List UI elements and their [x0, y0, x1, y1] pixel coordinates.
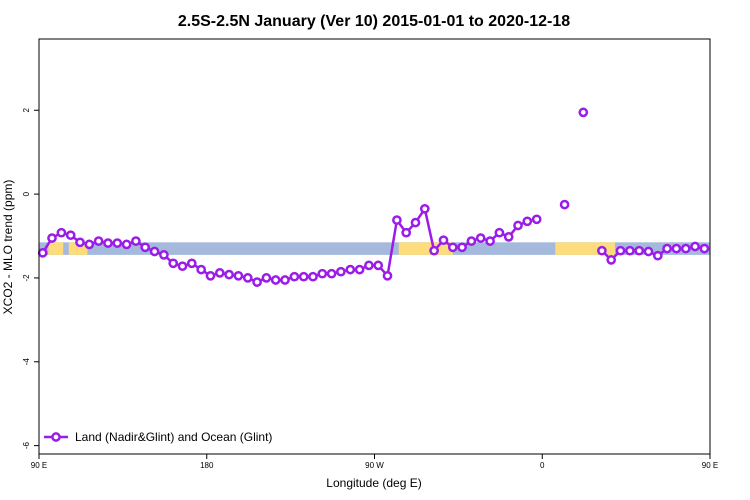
data-point	[466, 236, 477, 246]
data-point	[112, 238, 123, 248]
data-point	[252, 277, 262, 287]
x-axis-ticks: 90 E 180 90 W 0 90 E	[31, 454, 718, 470]
data-point	[438, 235, 449, 246]
data-point	[186, 258, 197, 269]
data-point	[699, 243, 710, 254]
land-band-segment	[48, 242, 64, 255]
data-point	[140, 242, 151, 253]
data-point	[671, 243, 682, 254]
data-point	[242, 273, 253, 283]
data-point	[513, 220, 523, 231]
data-point	[270, 275, 281, 285]
data-point	[65, 230, 76, 241]
data-point	[205, 270, 216, 281]
data-point	[625, 245, 635, 256]
y-tick-label: 2	[22, 107, 31, 112]
data-point	[177, 261, 188, 272]
data-point	[364, 260, 374, 271]
data-point	[233, 270, 244, 281]
data-point	[214, 268, 225, 278]
data-point	[84, 239, 95, 250]
data-point	[559, 199, 570, 210]
data-point	[597, 245, 607, 256]
x-tick-label: 180	[200, 461, 214, 470]
data-point	[308, 271, 318, 282]
data-point	[522, 216, 533, 227]
data-point	[121, 239, 132, 250]
data-point	[261, 273, 272, 283]
data-point	[392, 215, 402, 225]
ocean-band	[39, 242, 710, 255]
x-tick-label: 90 E	[702, 461, 718, 470]
data-point	[401, 227, 412, 238]
data-point	[531, 214, 542, 225]
data-point	[159, 250, 169, 260]
data-point	[168, 258, 179, 269]
data-point	[485, 236, 495, 246]
y-tick-label: -6	[22, 442, 31, 450]
data-point	[56, 227, 67, 238]
series-layer	[37, 107, 710, 287]
y-tick-label: 0	[22, 191, 31, 196]
data-point	[93, 236, 104, 246]
data-point	[149, 246, 160, 257]
data-point	[447, 242, 458, 253]
x-tick-label: 90 E	[31, 461, 47, 470]
data-point	[615, 245, 626, 256]
data-point	[280, 275, 290, 285]
data-point	[103, 238, 113, 248]
data-point	[326, 268, 337, 279]
data-point	[373, 260, 384, 271]
x-axis-label: Longitude (deg E)	[326, 476, 421, 490]
data-point	[429, 245, 439, 256]
data-point	[410, 217, 421, 228]
data-point	[196, 264, 207, 275]
data-point	[289, 271, 300, 282]
data-point	[643, 246, 654, 257]
data-point	[494, 227, 505, 238]
y-axis-label: XCO2 - MLO trend (ppm)	[1, 180, 15, 315]
legend-entry-label: Land (Nadir&Glint) and Ocean (Glint)	[75, 430, 272, 444]
data-point	[690, 241, 700, 252]
legend-marker-swatch	[51, 432, 61, 442]
x-tick-label: 90 W	[365, 461, 384, 470]
data-point	[662, 243, 672, 254]
y-tick-label: -4	[22, 358, 31, 366]
surface-band	[39, 242, 710, 255]
data-point	[652, 250, 663, 261]
data-point	[75, 237, 85, 248]
data-point	[419, 203, 430, 214]
data-point	[382, 270, 393, 281]
data-point	[131, 236, 141, 246]
y-axis-ticks: 2 0 -2 -4 -6	[22, 107, 39, 449]
y-tick-label: -2	[22, 274, 31, 282]
x-tick-label: 0	[540, 461, 545, 470]
data-point	[457, 242, 467, 253]
data-point	[224, 269, 234, 280]
data-point	[503, 232, 514, 242]
chart-title: 2.5S-2.5N January (Ver 10) 2015-01-01 to…	[178, 13, 570, 30]
data-point	[578, 107, 589, 118]
data-point	[680, 243, 691, 254]
data-point	[354, 264, 365, 275]
data-point	[37, 247, 48, 258]
legend: Land (Nadir&Glint) and Ocean (Glint)	[44, 430, 272, 444]
data-point	[336, 266, 346, 277]
data-point	[298, 271, 309, 282]
data-point	[47, 233, 57, 243]
data-point	[475, 233, 486, 243]
data-point	[345, 264, 356, 275]
data-point	[317, 268, 328, 279]
data-point	[606, 255, 617, 265]
data-point	[634, 245, 645, 256]
